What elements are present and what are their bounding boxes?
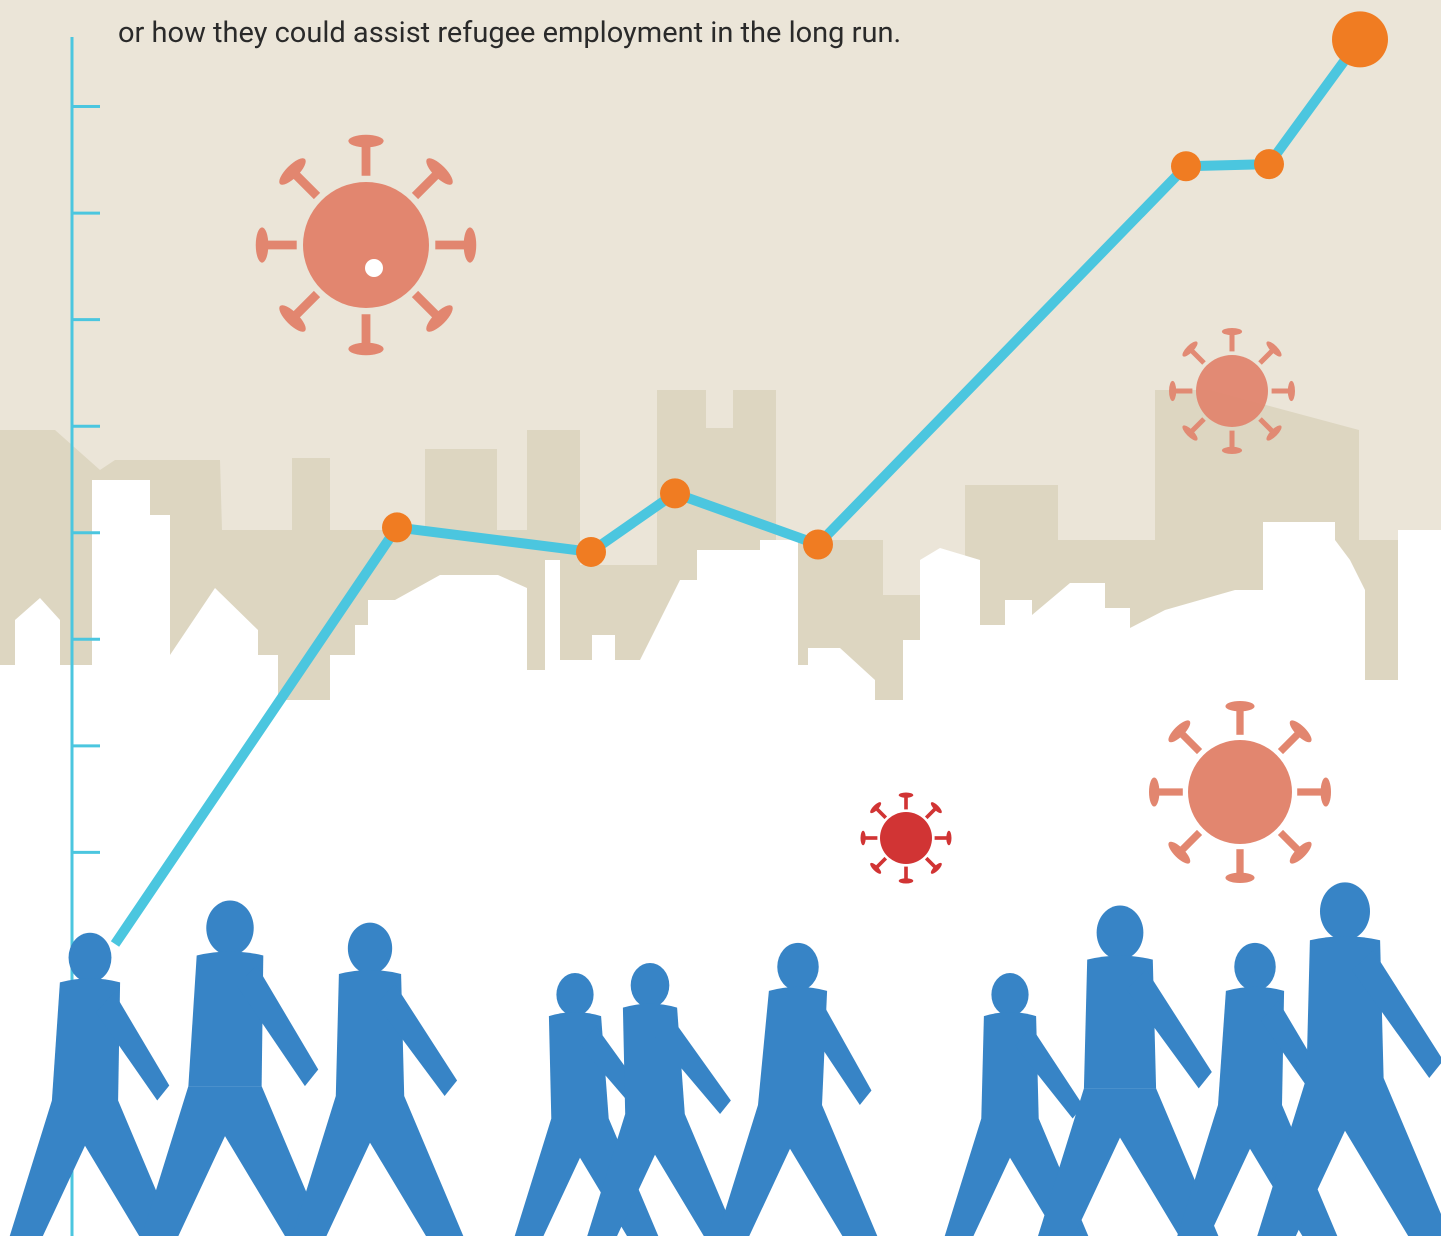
data-point [576,537,606,567]
data-point [1254,149,1284,179]
person-head [348,923,392,974]
virus-cap [1288,381,1295,401]
virus-body [303,182,429,308]
person-head [1097,906,1144,960]
data-point [1171,151,1201,181]
virus-cap [1225,701,1254,711]
person-head [631,963,670,1008]
person-torso [758,987,827,1105]
virus-cap [1321,777,1331,806]
person-head [1234,943,1275,991]
virus-cap [348,135,383,148]
virus-cap [256,227,269,262]
virus-body [1196,355,1268,427]
data-point [382,512,412,542]
person-head [69,933,112,983]
person-head [1320,882,1370,940]
person-head [991,973,1028,1016]
virus-cap [464,227,477,262]
virus-icon [1149,701,1331,883]
data-point [803,529,833,559]
chart: or how they could assist refugee employm… [0,0,1441,1236]
virus-icon [861,793,952,884]
virus-cap [1222,328,1242,335]
person-torso [52,978,120,1100]
annotation: or how they could assist refugee employm… [118,16,901,50]
virus-cap [899,793,914,798]
virus-cap [1149,777,1159,806]
virus-cap [861,831,866,846]
virus-body [880,812,932,864]
virus-icon [1169,328,1295,454]
person-head [556,973,593,1016]
person-head [206,901,253,956]
virus-body [1188,740,1292,844]
person-head [777,943,818,991]
data-point [660,478,690,508]
virus-cap [348,343,383,356]
virus-icon [256,135,477,356]
virus-cap [899,878,914,883]
virus-dot [365,259,383,277]
virus-cap [1225,873,1254,883]
data-point [1332,11,1388,67]
person-torso [1218,987,1284,1105]
virus-cap [1169,381,1176,401]
virus-cap [946,831,951,846]
virus-cap [1222,447,1242,454]
page: {"chart_data": {"type": "line", "annotat… [0,0,1441,1236]
